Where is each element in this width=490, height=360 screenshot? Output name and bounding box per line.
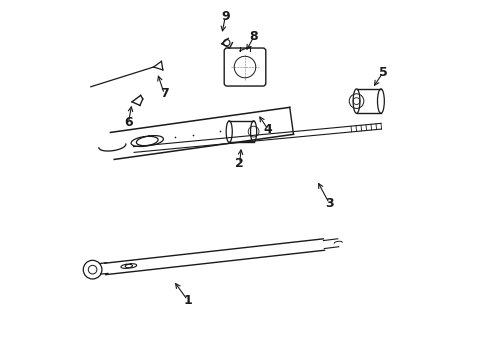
Text: 9: 9: [221, 10, 230, 23]
Text: 6: 6: [124, 116, 133, 129]
Text: 4: 4: [264, 123, 272, 136]
Text: 8: 8: [249, 30, 258, 43]
Text: 3: 3: [325, 197, 334, 210]
Text: 7: 7: [160, 87, 169, 100]
Text: 5: 5: [379, 66, 388, 79]
Text: 2: 2: [235, 157, 244, 170]
Text: 1: 1: [183, 294, 192, 307]
